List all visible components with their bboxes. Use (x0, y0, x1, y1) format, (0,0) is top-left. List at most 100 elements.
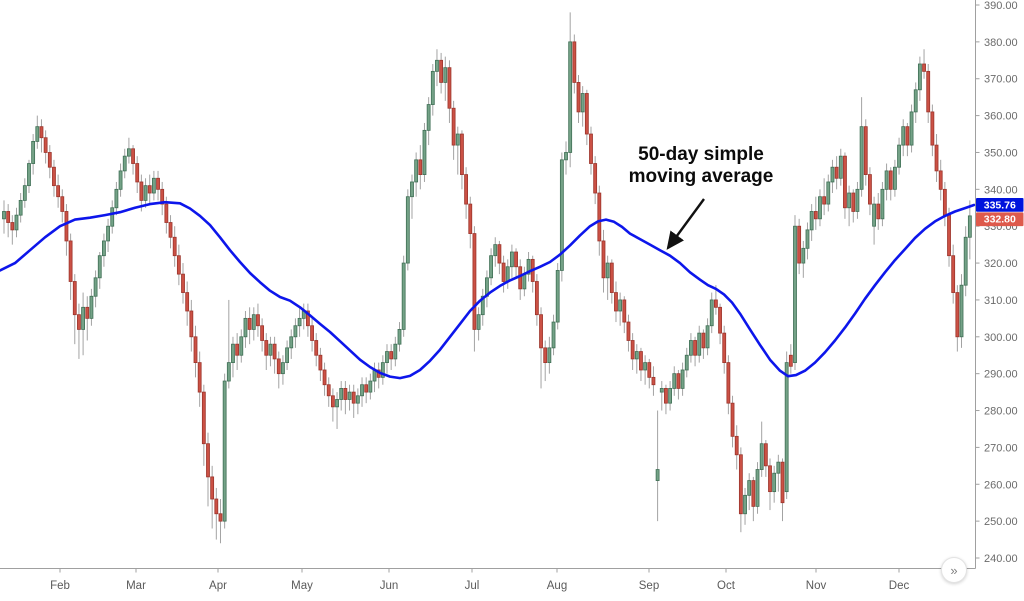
candle-down (472, 233, 477, 330)
candle-up (697, 332, 702, 356)
candle-down (43, 137, 48, 153)
candle-down (210, 476, 215, 500)
y-tick-label: 380.00 (984, 37, 1018, 49)
candle-up (151, 177, 156, 194)
candle-up (605, 262, 610, 279)
candle-down (843, 155, 847, 209)
candle-down (934, 144, 939, 172)
y-tick-label: 310.00 (984, 295, 1018, 307)
candle-down (364, 384, 369, 393)
candle-up (505, 266, 510, 282)
candle-down (56, 185, 61, 198)
collapse-scale-button[interactable]: » (941, 557, 967, 583)
candle-down (197, 362, 202, 393)
candle-up (684, 354, 689, 371)
candle-up (959, 284, 964, 338)
candle-down (905, 126, 910, 146)
candle-down (176, 255, 181, 275)
candle-up (830, 166, 835, 183)
candle-down (930, 111, 935, 146)
candle-up (655, 469, 660, 481)
candle-down (389, 351, 394, 360)
candle-up (838, 155, 843, 179)
x-axis-month-label: Mar (126, 580, 146, 592)
annotation-line-2: moving average (628, 166, 774, 188)
candle-down (868, 174, 872, 205)
candle-up (772, 472, 777, 493)
candle-up (114, 188, 119, 209)
candle-up (31, 141, 36, 164)
x-axis-month-label: Oct (717, 580, 736, 592)
candle-up (893, 166, 897, 190)
candle-up (818, 196, 822, 220)
candle-down (701, 332, 706, 349)
candle-up (360, 384, 364, 397)
candle-down (813, 211, 818, 220)
x-axis-month-label: Apr (209, 580, 227, 592)
candle-down (276, 358, 281, 375)
candle-down (926, 70, 931, 113)
candle-up (793, 225, 797, 364)
candle-down (201, 391, 206, 445)
candle-down (464, 174, 469, 205)
candle-up (401, 262, 406, 330)
candle-down (314, 340, 319, 356)
candle-up (393, 343, 398, 360)
candle-up (759, 443, 764, 470)
candle-up (897, 144, 901, 168)
candle-down (330, 395, 335, 408)
candle-down (947, 214, 951, 257)
candle-up (680, 369, 685, 389)
candle-up (347, 391, 352, 400)
candle-up (27, 163, 31, 187)
candle-up (659, 388, 664, 393)
candle-down (584, 93, 589, 135)
candle-down (322, 369, 327, 386)
candle-down (68, 240, 73, 282)
candle-up (81, 306, 85, 330)
y-tick-label: 280.00 (984, 406, 1018, 418)
candle-down (460, 133, 464, 175)
candle-down (206, 443, 210, 478)
candle-down (822, 196, 827, 205)
candle-up (855, 188, 860, 212)
candle-down (955, 292, 960, 338)
candle-up (339, 388, 344, 400)
candle-down (780, 461, 785, 504)
last-price-tag (976, 212, 1024, 227)
candle-down (468, 203, 473, 234)
candle-up (93, 277, 98, 297)
y-tick-label: 290.00 (984, 369, 1018, 381)
candle-down (834, 166, 839, 179)
candle-up (380, 362, 385, 378)
candle-up (555, 270, 560, 323)
candle-up (22, 185, 27, 201)
candle-up (122, 155, 127, 172)
candle-down (589, 133, 593, 164)
candle-up (672, 373, 677, 389)
candle-down (156, 177, 160, 190)
candle-down (738, 454, 743, 515)
candle-down (193, 336, 198, 364)
candle-down (722, 332, 727, 364)
candle-up (826, 181, 831, 205)
candle-down (451, 107, 456, 146)
candle-down (664, 388, 668, 404)
y-tick-label: 270.00 (984, 442, 1018, 454)
candle-up (668, 388, 672, 404)
candle-up (426, 104, 431, 131)
candle-down (639, 351, 643, 371)
candle-up (580, 93, 585, 113)
candle-down (713, 299, 718, 308)
price-tags: 335.76 332.80 (976, 197, 1024, 227)
candle-down (326, 384, 331, 397)
x-axis-month-label: Nov (806, 580, 827, 592)
sma-50-tag-label: 335.76 (984, 199, 1016, 211)
candle-up (251, 314, 256, 330)
candle-up (335, 399, 339, 408)
x-axis-month-label: May (291, 580, 313, 592)
y-tick-label: 240.00 (984, 553, 1018, 565)
candle-down (614, 292, 618, 312)
candle-up (809, 211, 814, 231)
candle-down (181, 273, 185, 293)
